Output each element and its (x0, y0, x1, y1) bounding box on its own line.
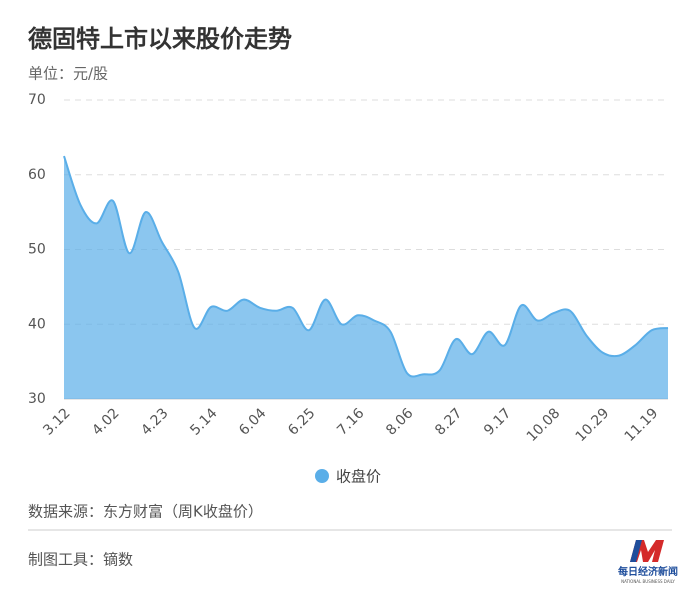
line (63, 155, 669, 378)
y-tick-label: 50 (28, 242, 46, 258)
area (64, 156, 668, 399)
x-tick-label: 5.14 (187, 405, 220, 438)
chart-title: 德固特上市以来股价走势 (28, 25, 292, 53)
x-tick-label: 11.19 (622, 405, 662, 445)
y-tick-label: 40 (28, 316, 46, 332)
legend-marker (315, 469, 329, 483)
legend-label: 收盘价 (336, 468, 381, 486)
y-tick-label: 60 (28, 167, 46, 183)
x-tick-label: 10.08 (524, 405, 564, 445)
chart-subtitle: 单位：元/股 (28, 65, 108, 83)
tool-note: 制图工具：镝数 (28, 551, 133, 569)
x-tick-label: 6.25 (285, 405, 318, 438)
x-tick-label: 6.04 (236, 405, 269, 438)
x-tick-label: 8.06 (383, 405, 416, 438)
x-tick-label: 3.12 (40, 405, 73, 438)
x-tick-label: 9.17 (481, 405, 514, 438)
x-tick-label: 4.02 (89, 405, 122, 438)
x-tick-label: 8.27 (432, 405, 465, 438)
logo-text: 每日经济新闻 (618, 565, 678, 578)
logo-mark (630, 540, 642, 562)
source-note: 数据来源：东方财富（周K收盘价） (28, 503, 263, 521)
y-tick-label: 30 (28, 391, 46, 407)
y-tick-label: 70 (28, 92, 46, 108)
x-tick-label: 7.16 (334, 405, 367, 438)
x-tick-label: 10.29 (573, 405, 613, 445)
logo: 每日经济新闻 NATIONAL BUSINESS DAILY (618, 540, 678, 584)
logo-text: NATIONAL BUSINESS DAILY (621, 579, 675, 584)
x-tick-label: 4.23 (138, 405, 171, 438)
